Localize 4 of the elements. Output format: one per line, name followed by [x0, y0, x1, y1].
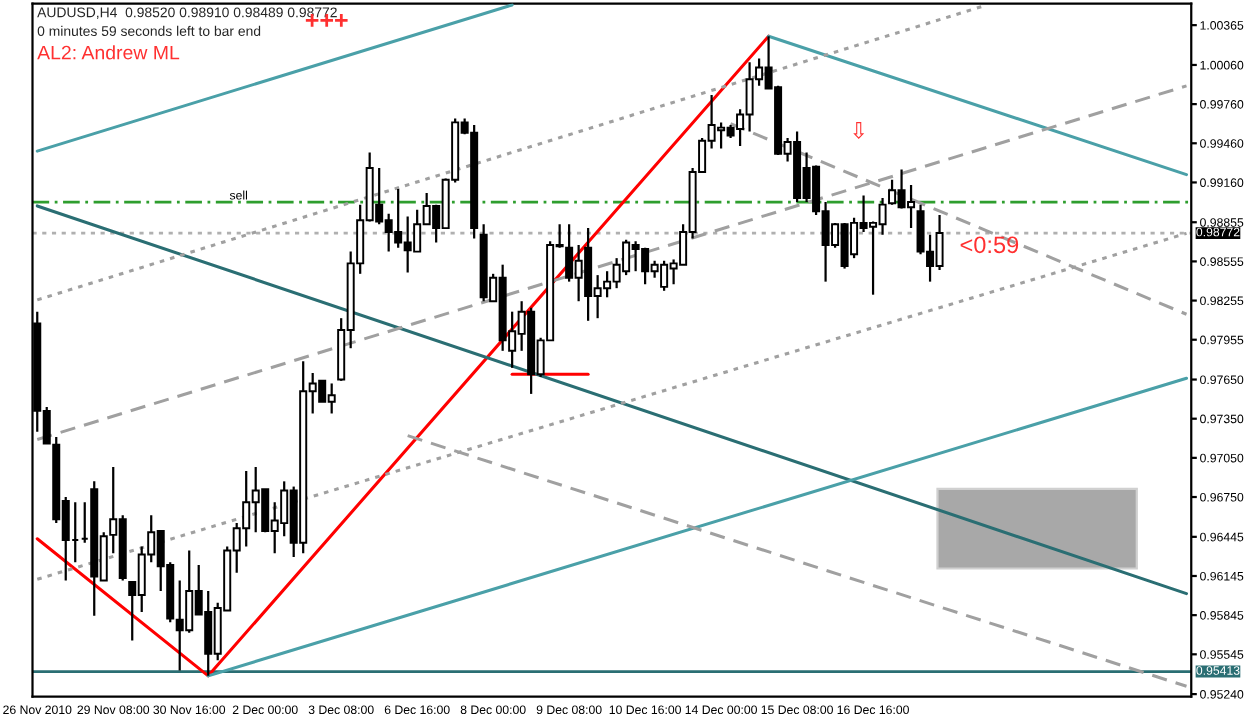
- annotation: ⇩: [853, 122, 865, 139]
- annotation: +++: [305, 14, 348, 27]
- annotation: <0:59: [960, 236, 1019, 254]
- annotation: AL2: Andrew ML: [37, 45, 180, 60]
